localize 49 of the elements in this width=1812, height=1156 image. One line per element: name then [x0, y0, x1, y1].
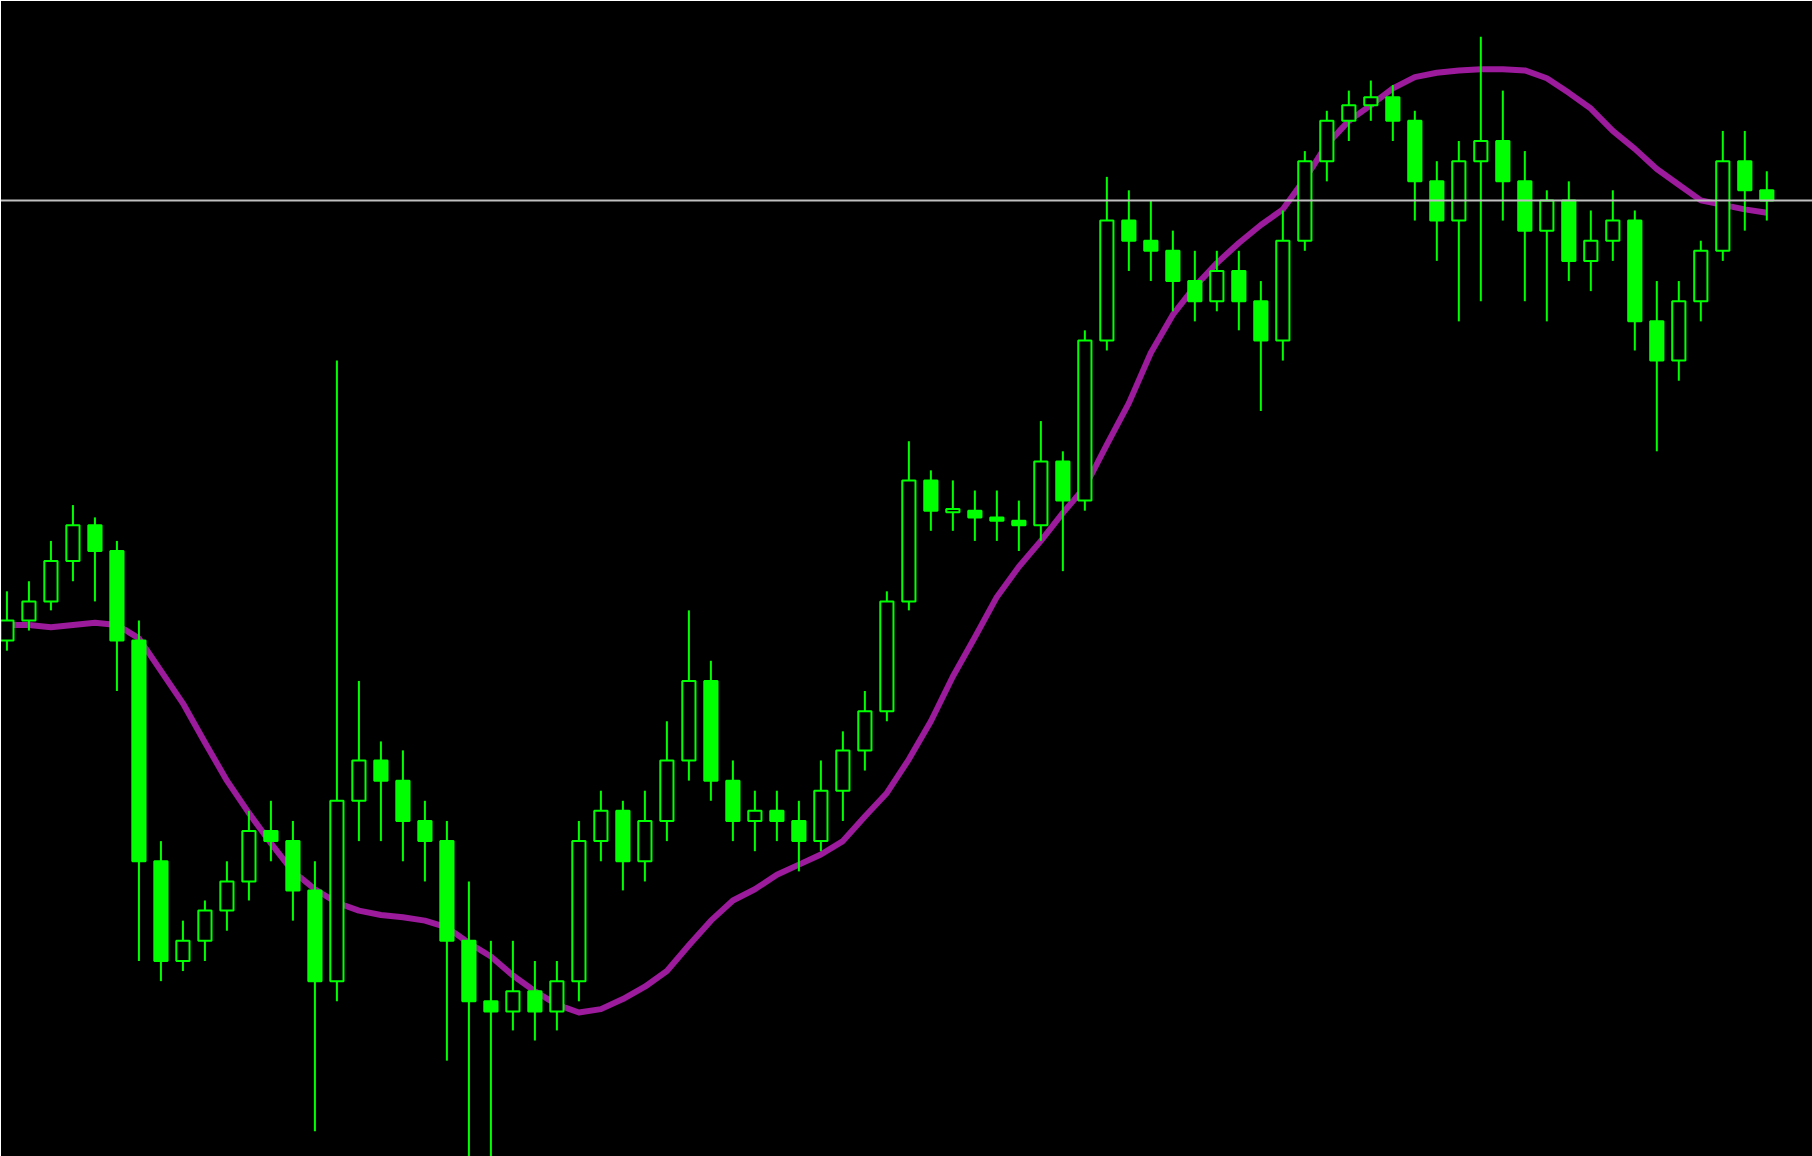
candlestick [65, 504, 81, 583]
candlestick [175, 919, 191, 973]
candlestick [1341, 89, 1357, 143]
candlestick [1055, 450, 1071, 573]
candlestick [967, 489, 983, 542]
candlestick [923, 469, 939, 532]
candlestick [637, 789, 653, 883]
candlestick [1363, 79, 1379, 122]
candlestick [1011, 499, 1027, 552]
candlestick [1583, 209, 1599, 293]
candlestick [769, 789, 785, 843]
candlestick [21, 580, 37, 632]
candlestick [1319, 109, 1335, 183]
candlestick [857, 690, 873, 772]
candlestick [1209, 249, 1225, 313]
candlestick [197, 899, 213, 962]
candlestick [1737, 129, 1753, 232]
candlestick [351, 679, 367, 843]
candlestick [505, 939, 521, 1032]
candlestick [1121, 189, 1137, 272]
candlestick [1495, 89, 1511, 222]
candlestick [1473, 35, 1489, 303]
candlestick [1649, 280, 1665, 453]
candlestick [1165, 229, 1181, 313]
candlestick [945, 479, 961, 532]
candlestick [417, 799, 433, 883]
candlestick [43, 539, 59, 612]
candlestick [1429, 160, 1445, 262]
candlestick [989, 489, 1005, 542]
candlestick [549, 959, 565, 1032]
candlestick [1539, 189, 1555, 323]
candlestick [1605, 189, 1621, 262]
candlestick [725, 759, 741, 843]
candlestick [835, 730, 851, 822]
candlestick [395, 749, 411, 863]
candlestick [87, 516, 103, 603]
candlestick [593, 789, 609, 863]
candlestick [1187, 249, 1203, 323]
candlestick [1385, 84, 1401, 143]
candlestick [373, 740, 389, 843]
candlestick [791, 799, 807, 873]
candlestick [747, 789, 763, 853]
candlestick [263, 799, 279, 863]
candlestick [483, 939, 499, 1156]
candlestick [1231, 249, 1247, 332]
candlestick [1143, 199, 1159, 283]
candlestick [1253, 280, 1269, 412]
candlestick [219, 860, 235, 932]
candlestick [527, 959, 543, 1042]
